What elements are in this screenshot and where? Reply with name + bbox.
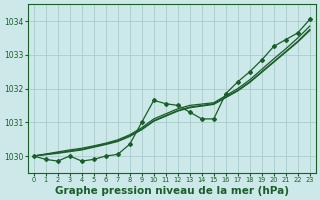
X-axis label: Graphe pression niveau de la mer (hPa): Graphe pression niveau de la mer (hPa) [55, 186, 289, 196]
